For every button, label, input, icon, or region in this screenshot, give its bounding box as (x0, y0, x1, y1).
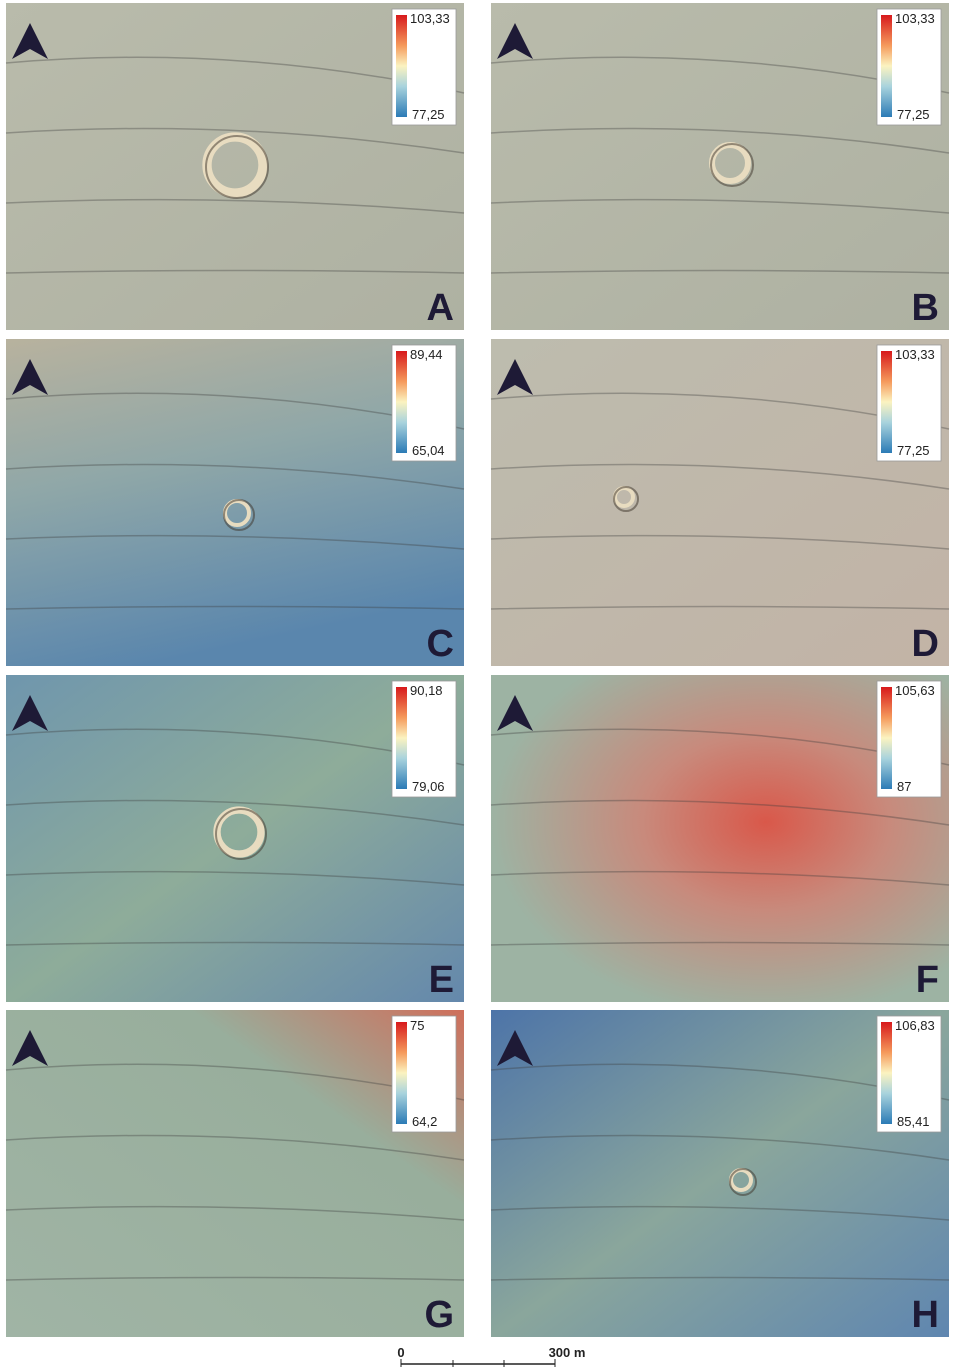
panel-letter: F (916, 959, 939, 1001)
legend-min: 65,04 (412, 443, 445, 458)
legend-ramp (881, 15, 892, 117)
map-panel: 103,33 77,25 A (6, 3, 464, 330)
legend-max: 103,33 (895, 347, 935, 362)
figure: 103,33 77,25 A 103,33 77,25 B 89,44 65,04 C 103,3… (0, 0, 954, 1367)
map-panel: 89,44 65,04 C (6, 339, 464, 666)
legend-max: 106,83 (895, 1018, 935, 1033)
legend-min: 87 (897, 779, 911, 794)
panel-letter: B (912, 287, 939, 329)
legend-max: 103,33 (895, 11, 935, 26)
panel-letter: C (427, 623, 454, 665)
legend-min: 77,25 (897, 107, 930, 122)
legend-max: 89,44 (410, 347, 443, 362)
map-panel: 103,33 77,25 D (491, 339, 949, 666)
panel-letter: D (912, 623, 939, 665)
legend-min: 85,41 (897, 1114, 930, 1129)
legend-max: 103,33 (410, 11, 450, 26)
legend-min: 77,25 (412, 107, 445, 122)
legend-ramp (881, 687, 892, 789)
scale-start: 0 (397, 1345, 404, 1360)
panel-letter: E (429, 959, 454, 1001)
legend-ramp (396, 351, 407, 453)
map-panel: 75 64,2 G (6, 1010, 464, 1337)
legend-ramp (396, 687, 407, 789)
map-panel: 90,18 79,06 E (6, 675, 464, 1002)
scale-bar: 0 300 m (397, 1345, 585, 1367)
legend-max: 75 (410, 1018, 424, 1033)
legend-ramp (881, 1022, 892, 1124)
legend-ramp (396, 15, 407, 117)
map-panel: 106,83 85,41 H (491, 1010, 949, 1337)
map-panel: 105,63 87 F (491, 675, 949, 1002)
legend-max: 105,63 (895, 683, 935, 698)
map-panel: 103,33 77,25 B (491, 3, 949, 330)
panel-letter: G (424, 1294, 454, 1336)
scale-end: 300 m (549, 1345, 586, 1360)
legend-ramp (881, 351, 892, 453)
panel-letter: H (912, 1294, 939, 1336)
legend-ramp (396, 1022, 407, 1124)
legend-min: 77,25 (897, 443, 930, 458)
legend-min: 64,2 (412, 1114, 437, 1129)
panel-letter: A (427, 287, 454, 329)
legend-max: 90,18 (410, 683, 443, 698)
legend-min: 79,06 (412, 779, 445, 794)
